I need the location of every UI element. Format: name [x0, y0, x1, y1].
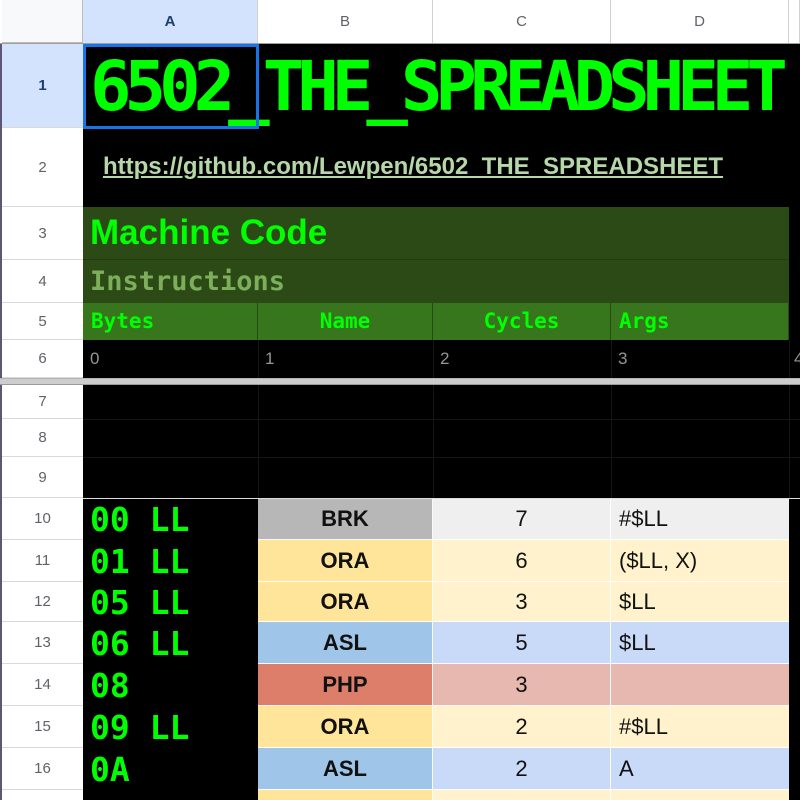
row-header-1[interactable]: 1 — [2, 44, 83, 128]
name-cell[interactable]: ORA — [258, 582, 433, 622]
frozen-rows-divider[interactable] — [0, 378, 800, 385]
column-header-D[interactable]: D — [611, 0, 789, 43]
row-header-15[interactable]: 15 — [2, 706, 83, 748]
args-cell[interactable] — [611, 790, 789, 800]
bytes-cell[interactable]: 08 — [83, 664, 258, 706]
instruction-row-0A: 0A ASL 2 A — [83, 748, 800, 790]
row-header-11[interactable]: 11 — [2, 540, 83, 582]
repo-link[interactable]: https://github.com/Lewpen/6502_THE_SPREA… — [102, 153, 724, 180]
cycles-cell[interactable]: 6 — [433, 540, 611, 582]
empty-cell[interactable] — [789, 664, 800, 706]
instruction-row-06: 06 LL ASL 5 $LL — [83, 622, 800, 664]
name-cell[interactable]: ASL — [258, 622, 433, 664]
row-header-4[interactable]: 4 — [2, 260, 83, 303]
bytes-cell[interactable]: 05 LL — [83, 582, 258, 622]
instructions-subtitle: Instructions — [90, 266, 286, 297]
empty-cell[interactable] — [789, 582, 800, 622]
column-header-C[interactable]: C — [433, 0, 611, 43]
cycles-cell[interactable]: 7 — [433, 499, 611, 540]
empty-cell[interactable] — [789, 540, 800, 582]
bytes-cell[interactable]: 01 LL — [83, 540, 258, 582]
window-edge — [0, 0, 2, 800]
bytes-cell[interactable]: 06 LL — [83, 622, 258, 664]
args-cell[interactable]: $LL — [611, 622, 789, 664]
row-header-2[interactable]: 2 — [2, 128, 83, 207]
empty-cell[interactable] — [789, 706, 800, 748]
name-cell[interactable]: ORA — [258, 706, 433, 748]
row-header-12[interactable]: 12 — [2, 582, 83, 622]
column-header-A[interactable]: A — [83, 0, 258, 43]
row-header-13[interactable]: 13 — [2, 622, 83, 664]
args-cell[interactable] — [611, 664, 789, 706]
row2-band: https://github.com/Lewpen/6502_THE_SPREA… — [83, 128, 789, 207]
row-header-14[interactable]: 14 — [2, 664, 83, 706]
bytes-cell[interactable]: 09 LL — [83, 706, 258, 748]
name-cell[interactable]: BRK — [258, 499, 433, 540]
table-header-row: Bytes Name Cycles Args — [83, 303, 789, 340]
name-cell[interactable]: PHP — [258, 664, 433, 706]
instruction-row-05: 05 LL ORA 3 $LL — [83, 582, 800, 622]
table-header-name[interactable]: Name — [258, 303, 433, 340]
args-cell[interactable]: #$LL — [611, 706, 789, 748]
row-header-5[interactable]: 5 — [2, 303, 83, 340]
select-all-corner[interactable] — [2, 0, 83, 43]
cycles-cell[interactable]: 2 — [433, 748, 611, 790]
cycles-cell[interactable]: 3 — [433, 582, 611, 622]
args-cell[interactable]: #$LL — [611, 499, 789, 540]
row-header-16[interactable]: 16 — [2, 748, 83, 790]
scale-number-2[interactable]: 2 — [440, 349, 450, 368]
scale-number-0[interactable]: 0 — [90, 349, 100, 368]
gridline — [83, 419, 800, 420]
machine-code-title: Machine Code — [90, 213, 328, 252]
cycles-cell[interactable]: 2 — [433, 706, 611, 748]
instruction-row-partial — [83, 790, 800, 800]
bytes-cell[interactable]: 00 LL — [83, 499, 258, 540]
row-header-17[interactable] — [2, 790, 83, 800]
scale-row: 0 1 2 3 4 — [83, 340, 800, 378]
column-header-e[interactable] — [789, 0, 800, 43]
table-header-cycles[interactable]: Cycles — [433, 303, 611, 340]
row-header-8[interactable]: 8 — [2, 419, 83, 457]
empty-cell[interactable] — [789, 499, 800, 540]
column-header-B[interactable]: B — [258, 0, 433, 43]
name-cell[interactable] — [258, 790, 433, 800]
name-cell[interactable]: ASL — [258, 748, 433, 790]
machine-code-cell[interactable]: Machine Code — [83, 207, 789, 260]
title-overflow-fragment: ! — [786, 44, 800, 128]
args-cell[interactable]: $LL — [611, 582, 789, 622]
table-header-bytes[interactable]: Bytes — [83, 303, 258, 340]
row1-band: 6502_THE_SPREADSHEET ! — [83, 44, 800, 128]
empty-cell[interactable] — [789, 748, 800, 790]
row-header-7[interactable]: 7 — [2, 385, 83, 419]
row-header-9[interactable]: 9 — [2, 457, 83, 498]
scale-number-4[interactable]: 4 — [794, 349, 800, 368]
instructions-cell[interactable]: Instructions — [83, 260, 789, 303]
instruction-row-08: 08 PHP 3 — [83, 664, 800, 706]
bytes-cell[interactable]: 0A — [83, 748, 258, 790]
gridline — [83, 457, 800, 458]
instruction-row-00: 00 LL BRK 7 #$LL — [83, 498, 800, 540]
instruction-row-01: 01 LL ORA 6 ($LL, X) — [83, 540, 800, 582]
row-header-10[interactable]: 10 — [2, 498, 83, 540]
cycles-cell[interactable]: 5 — [433, 622, 611, 664]
scale-number-3[interactable]: 3 — [618, 349, 628, 368]
empty-cell[interactable] — [789, 622, 800, 664]
cycles-cell[interactable]: 3 — [433, 664, 611, 706]
empty-cell[interactable] — [789, 790, 800, 800]
scale-number-1[interactable]: 1 — [265, 349, 275, 368]
row-header-3[interactable]: 3 — [2, 207, 83, 260]
cycles-cell[interactable] — [433, 790, 611, 800]
args-cell[interactable]: ($LL, X) — [611, 540, 789, 582]
row-header-6[interactable]: 6 — [2, 340, 83, 378]
table-header-args[interactable]: Args — [611, 303, 789, 340]
name-cell[interactable]: ORA — [258, 540, 433, 582]
cell-a1-title[interactable]: 6502_THE_SPREADSHEET — [90, 47, 788, 127]
bytes-cell[interactable] — [83, 790, 258, 800]
instruction-row-09: 09 LL ORA 2 #$LL — [83, 706, 800, 748]
args-cell[interactable]: A — [611, 748, 789, 790]
